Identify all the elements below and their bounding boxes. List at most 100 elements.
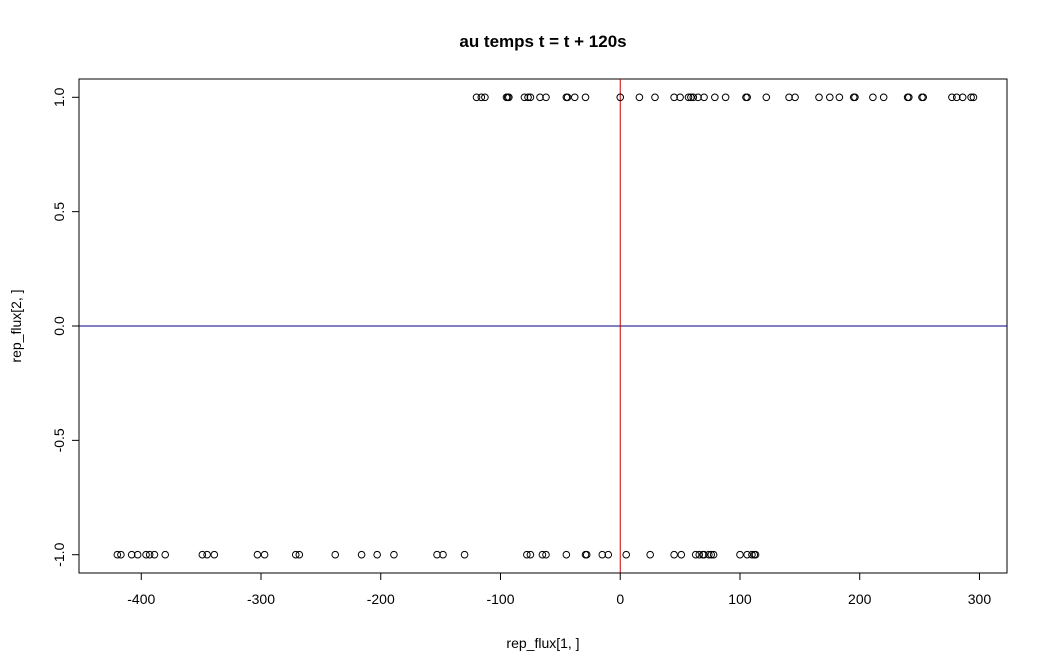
data-point bbox=[967, 93, 975, 102]
data-point bbox=[373, 550, 381, 559]
data-point bbox=[520, 93, 529, 102]
data-point bbox=[581, 93, 590, 102]
data-point bbox=[598, 550, 607, 559]
data-point bbox=[815, 93, 823, 102]
data-points bbox=[113, 93, 978, 559]
x-tick-label: -300 bbox=[247, 591, 275, 607]
data-point bbox=[687, 93, 695, 102]
data-point bbox=[700, 550, 708, 559]
data-point bbox=[526, 93, 535, 102]
data-point bbox=[203, 550, 211, 559]
data-point bbox=[472, 93, 481, 102]
data-point bbox=[142, 550, 150, 559]
data-point bbox=[331, 550, 340, 559]
data-point bbox=[958, 93, 967, 102]
data-point bbox=[743, 93, 751, 102]
data-point bbox=[253, 550, 262, 559]
data-point bbox=[113, 550, 122, 559]
y-axis: -1.0 -0.5 0.0 0.5 1.0 bbox=[51, 87, 80, 567]
data-point bbox=[919, 93, 927, 102]
x-tick-label: 200 bbox=[848, 591, 872, 607]
data-point bbox=[711, 93, 719, 102]
x-tick-label: -400 bbox=[127, 591, 155, 607]
data-point bbox=[791, 93, 799, 102]
data-point bbox=[133, 550, 142, 559]
y-tick-label: -1.0 bbox=[51, 542, 67, 566]
x-tick-label: 0 bbox=[616, 591, 624, 607]
data-point bbox=[538, 550, 547, 559]
data-point bbox=[691, 550, 700, 559]
data-point bbox=[969, 93, 978, 102]
data-point bbox=[709, 550, 718, 559]
data-point bbox=[439, 550, 447, 559]
data-point bbox=[736, 550, 744, 559]
data-point bbox=[562, 550, 571, 559]
y-axis-label: rep_flux[2, ] bbox=[8, 289, 24, 362]
chart-title: au temps t = t + 120s bbox=[459, 32, 626, 51]
data-point bbox=[357, 550, 366, 559]
data-point bbox=[542, 93, 550, 102]
data-point bbox=[721, 93, 730, 102]
x-tick-label: 100 bbox=[728, 591, 752, 607]
data-point bbox=[707, 550, 716, 559]
data-point bbox=[536, 93, 544, 102]
data-point bbox=[582, 550, 591, 559]
data-point bbox=[670, 93, 678, 102]
data-point bbox=[481, 93, 489, 102]
data-point bbox=[570, 93, 579, 102]
data-point bbox=[291, 550, 300, 559]
data-point bbox=[390, 550, 398, 559]
data-point bbox=[676, 93, 684, 102]
data-point bbox=[825, 93, 834, 102]
data-point bbox=[851, 93, 859, 102]
data-point bbox=[616, 93, 625, 102]
x-tick-label: -100 bbox=[486, 591, 514, 607]
x-axis-label: rep_flux[1, ] bbox=[506, 635, 579, 651]
x-axis: -400 -300 -200 -100 0 100 200 300 bbox=[127, 572, 992, 607]
data-point bbox=[460, 550, 469, 559]
data-point bbox=[524, 93, 532, 102]
data-point bbox=[743, 550, 751, 559]
data-point bbox=[145, 550, 154, 559]
data-point bbox=[952, 93, 961, 102]
data-point bbox=[705, 550, 713, 559]
data-point bbox=[684, 93, 693, 102]
y-tick-label: 0.0 bbox=[51, 316, 67, 336]
data-point bbox=[198, 550, 207, 559]
data-point bbox=[700, 93, 708, 102]
data-point bbox=[695, 550, 704, 559]
data-point bbox=[477, 93, 486, 102]
data-point bbox=[563, 93, 572, 102]
data-point bbox=[622, 550, 631, 559]
data-point bbox=[651, 93, 659, 102]
data-point bbox=[689, 93, 698, 102]
data-point bbox=[879, 93, 888, 102]
x-tick-label: -200 bbox=[367, 591, 395, 607]
x-tick-label: 300 bbox=[968, 591, 992, 607]
data-point bbox=[526, 550, 535, 559]
y-tick-label: -0.5 bbox=[51, 428, 67, 452]
data-point bbox=[505, 93, 513, 102]
data-point bbox=[604, 550, 613, 559]
data-point bbox=[433, 550, 441, 559]
y-tick-label: 0.5 bbox=[51, 202, 67, 222]
data-point bbox=[762, 93, 771, 102]
data-point bbox=[161, 550, 170, 559]
data-point bbox=[677, 550, 686, 559]
data-point bbox=[523, 550, 531, 559]
data-point bbox=[646, 550, 654, 559]
data-point bbox=[785, 93, 793, 102]
data-point bbox=[835, 93, 844, 102]
y-tick-label: 1.0 bbox=[51, 87, 67, 107]
data-point bbox=[751, 550, 760, 559]
data-point bbox=[694, 93, 702, 102]
data-point bbox=[150, 550, 159, 559]
data-point bbox=[905, 93, 913, 102]
data-point bbox=[635, 93, 644, 102]
data-point bbox=[295, 550, 304, 559]
data-point bbox=[117, 550, 125, 559]
data-point bbox=[948, 93, 956, 102]
data-point bbox=[260, 550, 269, 559]
data-point bbox=[542, 550, 550, 559]
